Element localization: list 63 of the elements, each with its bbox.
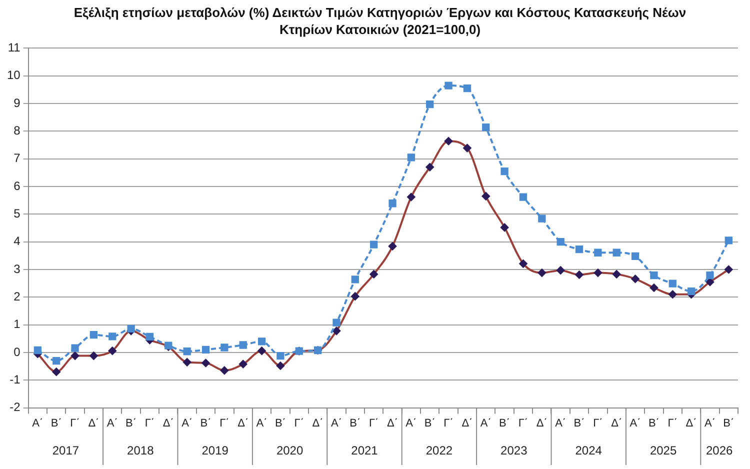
y-tick-label: 7: [14, 151, 21, 166]
x-tick-label: Α΄: [106, 417, 118, 430]
x-tick-label: Β΄: [350, 417, 361, 430]
x-tick-label: Δ΄: [611, 417, 622, 430]
text: 2022: [426, 443, 453, 458]
text: 2023: [500, 443, 528, 458]
x-tick-label: Γ΄: [518, 417, 528, 430]
x-tick-label: Β΄: [723, 417, 734, 430]
x-tick-label: Β΄: [574, 417, 585, 430]
x-tick-label: Α΄: [330, 417, 342, 430]
x-tick-label: Δ΄: [686, 417, 697, 430]
text: 2026: [706, 443, 733, 458]
y-tick-label: 1: [14, 317, 21, 332]
x-tick-label: Δ΄: [238, 417, 249, 430]
x-tick-label: Δ΄: [162, 417, 174, 430]
y-tick-label: 11: [8, 40, 21, 55]
x-tick-label: Δ΄: [536, 417, 548, 430]
text: 2017: [52, 443, 80, 458]
y-tick-label: -2: [10, 400, 21, 414]
y-tick-label: 5: [14, 206, 21, 220]
x-tick-label: Δ΄: [312, 417, 324, 430]
x-tick-label: Δ΄: [462, 417, 473, 430]
text: 2020: [276, 443, 304, 458]
y-tick-label: 9: [14, 96, 21, 110]
text: 2021: [351, 443, 378, 458]
x-tick-label: Β΄: [50, 417, 62, 430]
x-tick-label: Γ΄: [220, 417, 230, 430]
y-tick-label: 6: [14, 178, 21, 193]
x-tick-label: Β΄: [126, 417, 137, 430]
text: 2024: [575, 443, 602, 458]
x-tick-label: Α΄: [555, 417, 566, 430]
x-tick-label: Γ΄: [593, 417, 603, 430]
x-tick-label: Β΄: [274, 417, 286, 430]
y-tick-label: 3: [14, 262, 21, 276]
text: 2019: [202, 443, 229, 458]
x-tick-label: Δ΄: [387, 417, 398, 430]
x-tick-label: Α΄: [32, 417, 44, 430]
x-tick-label: Α΄: [630, 417, 641, 430]
x-tick-label: Γ΄: [368, 417, 379, 430]
x-tick-label: Δ΄: [88, 417, 100, 430]
text: 2025: [650, 443, 677, 458]
x-tick-label: Γ΄: [294, 417, 304, 430]
x-tick-label: Γ΄: [70, 417, 80, 430]
x-tick-label: Α΄: [182, 417, 193, 430]
y-tick-label: 2: [14, 289, 21, 304]
x-tick-label: Α΄: [406, 417, 417, 430]
y-tick-label: -1: [10, 372, 21, 386]
x-tick-label: Γ΄: [668, 417, 678, 430]
x-tick-label: Α΄: [704, 417, 716, 430]
y-tick-label: 4: [14, 234, 21, 248]
y-tick-label: 0: [14, 344, 21, 359]
x-tick-label: Γ΄: [444, 417, 454, 430]
chart-title: Εξέλιξη ετησίων μεταβολών (%) Δεικτών Τιμών Κατηγοριών Έργων και Κόστους Κατασκευής Νέων Κτηρίων Κατοικιών (2021=100,0): [72, 4, 688, 38]
x-tick-label: Α΄: [256, 417, 268, 430]
x-tick-label: Β΄: [424, 417, 436, 430]
x-tick-label: Β΄: [648, 417, 660, 430]
y-tick-label: 8: [14, 123, 21, 138]
text: 2018: [127, 443, 154, 458]
x-tick-label: Β΄: [499, 417, 510, 430]
x-tick-label: Β΄: [200, 417, 212, 430]
y-tick-label: 10: [6, 68, 21, 82]
x-tick-label: Γ΄: [144, 417, 155, 430]
x-tick-label: Α΄: [480, 417, 492, 430]
